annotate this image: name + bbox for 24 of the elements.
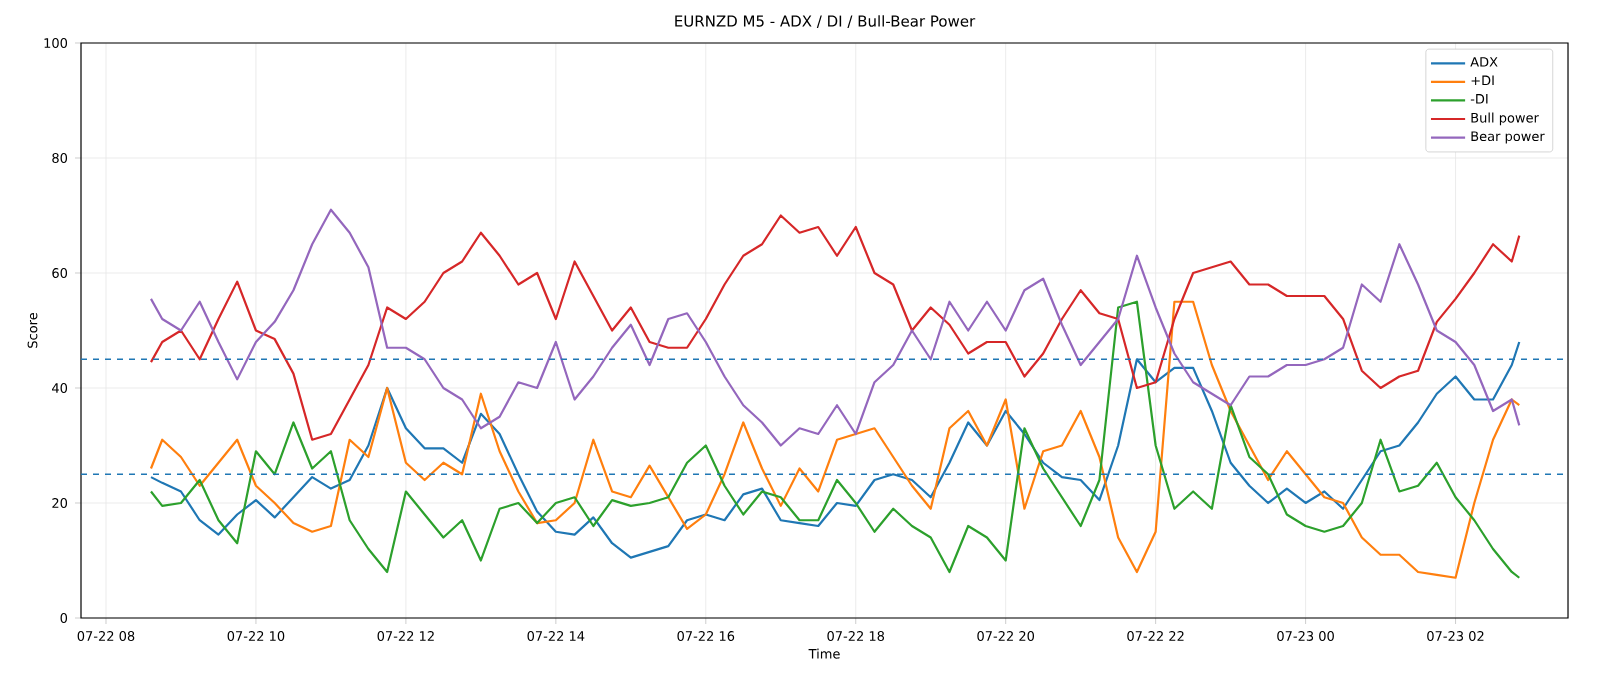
chart-title: EURNZD M5 - ADX / DI / Bull-Bear Power [675, 15, 976, 28]
x-tick-label: 07-22 10 [227, 631, 285, 641]
y-tick-label: 20 [52, 498, 68, 508]
y-tick-label: 80 [52, 153, 68, 163]
x-tick-label: 07-22 14 [527, 631, 585, 641]
x-tick-label: 07-22 20 [977, 631, 1035, 641]
x-axis-title: Time [808, 648, 840, 659]
x-tick-label: 07-23 02 [1427, 631, 1484, 641]
y-axis-title: Score [27, 312, 38, 348]
x-tick-label: 07-22 12 [377, 631, 434, 641]
legend-label: Bear power [1471, 131, 1545, 144]
y-tick-label: 40 [52, 383, 68, 393]
x-tick-label: 07-23 00 [1277, 631, 1334, 641]
x-tick-label: 07-22 08 [77, 631, 135, 641]
legend-label: ADX [1470, 57, 1498, 67]
y-tick-label: 60 [52, 268, 68, 278]
legend-label: Bull power [1471, 112, 1539, 126]
x-tick-label: 07-22 22 [1127, 631, 1184, 641]
x-tick-label: 07-22 18 [827, 631, 885, 641]
y-tick-label: 100 [44, 38, 68, 48]
y-tick-label: 0 [60, 613, 68, 623]
x-tick-label: 07-22 16 [677, 631, 735, 641]
legend-label: +DI [1471, 75, 1494, 86]
legend-label: -DI [1470, 94, 1488, 104]
